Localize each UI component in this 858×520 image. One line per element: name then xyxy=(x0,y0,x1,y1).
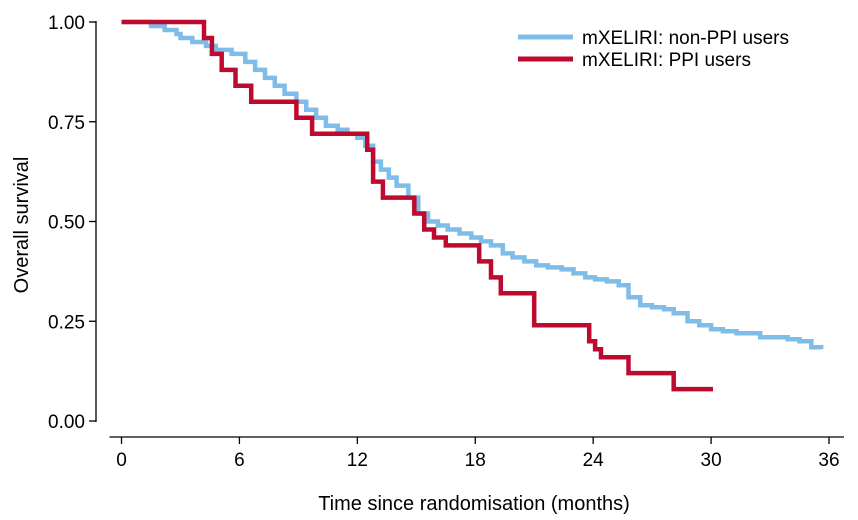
x-tick-label: 36 xyxy=(818,450,839,471)
y-tick-label: 1.00 xyxy=(48,13,85,34)
x-axis: 0 6 12 18 24 30 36 xyxy=(109,436,844,471)
x-tick-label: 0 xyxy=(116,450,127,471)
y-axis: 0.00 0.25 0.50 0.75 1.00 xyxy=(48,13,97,433)
series-group xyxy=(121,19,824,392)
x-tick-label: 24 xyxy=(583,450,605,471)
y-tick-label: 0.25 xyxy=(48,312,85,333)
x-tick-label: 30 xyxy=(701,450,722,471)
y-axis-title: Overall survival xyxy=(11,157,33,294)
legend-label: mXELIRI: PPI users xyxy=(582,50,751,71)
x-tick-label: 12 xyxy=(347,450,368,471)
legend-label: mXELIRI: non-PPI users xyxy=(582,28,789,49)
y-tick-label: 0.00 xyxy=(48,412,85,433)
series-line-non-ppi xyxy=(121,19,824,350)
x-tick-label: 6 xyxy=(234,450,245,471)
x-axis-title: Time since randomisation (months) xyxy=(318,493,630,515)
y-tick-label: 0.75 xyxy=(48,113,85,134)
series-line-ppi xyxy=(121,19,713,392)
x-tick-label: 18 xyxy=(465,450,486,471)
y-tick-label: 0.50 xyxy=(48,213,85,234)
